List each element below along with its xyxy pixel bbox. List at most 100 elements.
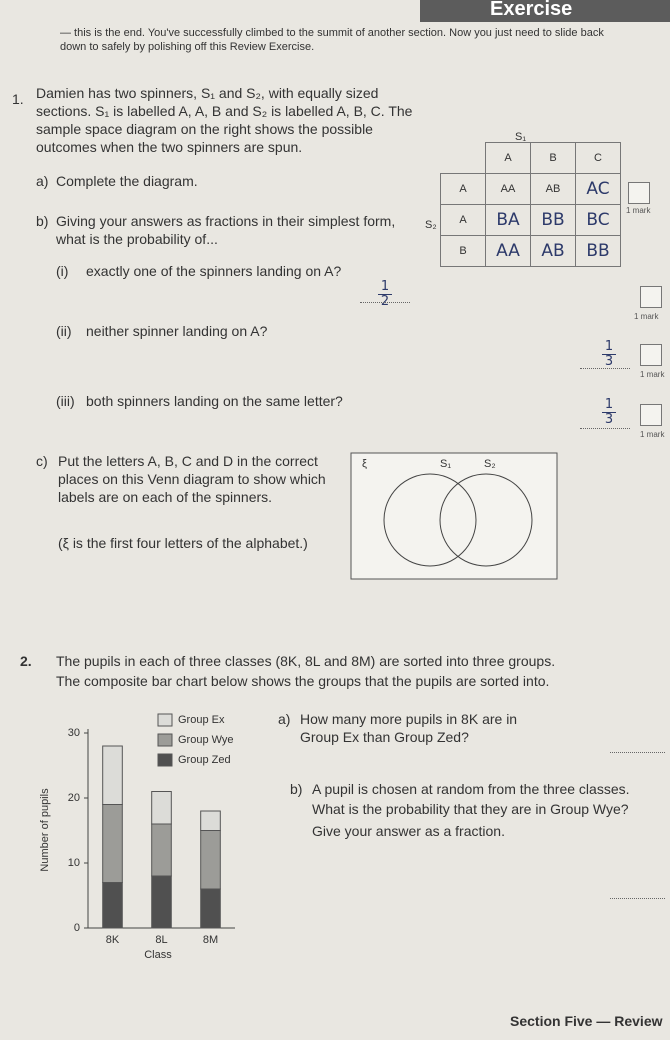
q1-text: Damien has two spinners, S₁ and S₂, with… [36, 85, 413, 155]
cell: AA [485, 173, 531, 205]
part-text: exactly one of the spinners landing on A… [86, 263, 342, 279]
marks: 1 mark [640, 370, 665, 379]
q2-text: The pupils in each of three classes (8K,… [56, 653, 556, 669]
cell: AC [575, 173, 621, 205]
mark-box [640, 344, 662, 366]
numerator: 1 [604, 339, 614, 354]
q1b-label: b) [36, 213, 49, 229]
part-text: neither spinner landing on A? [86, 323, 268, 339]
y-tick-label: 30 [68, 727, 80, 739]
bar-segment [151, 823, 172, 877]
col-label: B [530, 142, 576, 174]
venn-right-label: S₂ [484, 458, 496, 470]
mark-box [640, 404, 662, 426]
col-label: C [575, 142, 621, 174]
q2-text2: The composite bar chart below shows the … [56, 673, 550, 689]
bar-segment [151, 875, 172, 929]
mark-box [628, 182, 650, 204]
legend-swatch [157, 753, 173, 767]
bar-segment [102, 804, 123, 883]
marks: 1 mark [626, 206, 651, 215]
universal-set [350, 452, 558, 580]
part-text: both spinners landing on the same letter… [86, 393, 343, 409]
q1c-text: Put the letters A, B, C and D in the cor… [58, 453, 326, 505]
legend-label: Group Ex [178, 714, 225, 726]
footer: Section Five — Review [510, 1013, 663, 1029]
numerator: 1 [604, 397, 614, 412]
q1a-text: Complete the diagram. [56, 173, 198, 189]
row-label: A [440, 173, 486, 205]
bar-segment [200, 830, 221, 890]
q2a-label: a) [278, 711, 291, 727]
header-title: Exercise [490, 0, 573, 20]
q1b-text: Giving your answers as fractions in thei… [56, 213, 396, 247]
chart: Number of pupils Class 0 10 20 30 8K 8L 8M Grou… [39, 713, 235, 961]
cell: BA [485, 204, 531, 236]
answer-line [580, 428, 630, 429]
legend-swatch [157, 733, 173, 747]
denominator: 2 [378, 294, 392, 309]
intro: — this is the end. You've successfully c… [60, 27, 604, 53]
bar-segment [200, 810, 221, 831]
set-circle [439, 473, 533, 567]
denominator: 3 [602, 412, 616, 427]
legend-swatch [157, 713, 173, 727]
x-tick-label: 8M [203, 934, 218, 946]
x-tick-label: 8K [106, 934, 120, 946]
q1a-label: a) [36, 173, 49, 189]
table-row-header: S₂ [425, 219, 437, 231]
q2a-text: How many more pupils in 8K are in Group … [300, 711, 518, 745]
x-tick-label: 8L [155, 934, 167, 946]
q2b-label: b) [290, 781, 303, 797]
x-axis-label: Class [144, 949, 172, 961]
answer-line [360, 302, 410, 303]
header-bar [420, 0, 670, 22]
cell: BC [575, 204, 621, 236]
bar-segment [200, 888, 221, 929]
y-axis-label: Number of pupils [39, 788, 51, 872]
q1c-label: c) [36, 453, 48, 469]
venn-left-label: S₁ [440, 458, 451, 470]
answer-line [610, 752, 665, 753]
mark-box [640, 286, 662, 308]
cell: AB [530, 235, 576, 267]
q2b-text3: Give your answer as a fraction. [312, 823, 505, 839]
table-col-header: S₁ [515, 131, 527, 143]
y-tick-label: 20 [68, 792, 80, 804]
venn-universal: ξ [362, 458, 367, 470]
answer-line [580, 368, 630, 369]
part-label: (ii) [56, 323, 72, 339]
part-label: (iii) [56, 393, 75, 409]
q2b-text: A pupil is chosen at random from the thr… [312, 781, 630, 797]
denominator: 3 [602, 354, 616, 369]
cell: AA [485, 235, 531, 267]
marks: 1 mark [634, 312, 659, 321]
q1c-note: (ξ is the first four letters of the alph… [58, 535, 308, 551]
q2b-text2: What is the probability that they are in… [312, 801, 629, 817]
bar-segment [151, 791, 172, 825]
cell: AB [530, 173, 576, 205]
legend-label: Group Zed [178, 754, 231, 766]
part-label: (i) [56, 263, 69, 279]
bar-segment [102, 745, 123, 805]
y-tick-label: 10 [68, 857, 80, 869]
numerator: 1 [380, 279, 390, 294]
row-label: B [440, 235, 486, 267]
bar-segment [102, 882, 123, 929]
set-circle [383, 473, 477, 567]
venn-diagram: ξ S₁ S₂ [350, 452, 558, 580]
col-label: A [485, 142, 531, 174]
y-tick-label: 0 [74, 922, 80, 934]
q2-number: 2. [20, 653, 32, 669]
marks: 1 mark [640, 430, 665, 439]
q1-number: 1. [12, 91, 24, 107]
answer-line [610, 898, 665, 899]
cell: BB [575, 235, 621, 267]
sample-space-table: A B C A AA AB AC A BA BB BC B AA AB BB [440, 142, 621, 267]
cell: BB [530, 204, 576, 236]
